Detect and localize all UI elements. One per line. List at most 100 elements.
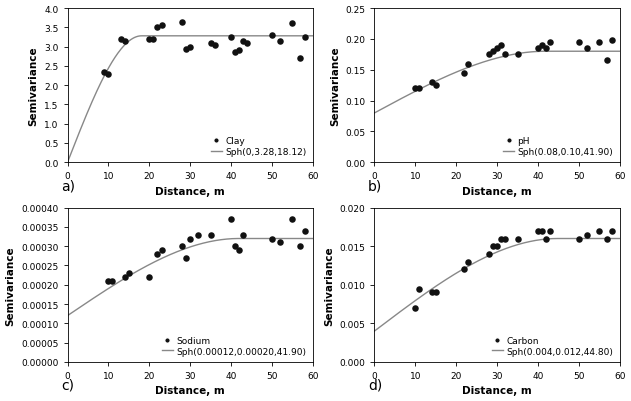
Point (206, 232, 216, 238)
Point (533, 46, 543, 52)
Y-axis label: Semivariance: Semivariance (324, 245, 334, 325)
Y-axis label: Semivariance: Semivariance (6, 245, 16, 325)
Point (545, 228, 555, 235)
Point (496, 236, 506, 242)
Point (107, 278, 117, 284)
Point (275, 239, 285, 246)
Point (238, 232, 248, 238)
Point (410, 86, 420, 92)
Point (484, 52, 494, 59)
Point (230, 243, 240, 250)
Point (492, 243, 502, 250)
Point (484, 251, 494, 257)
Point (287, 217, 297, 223)
Legend: Carbon, Sph(0.004,0.012,44.80): Carbon, Sph(0.004,0.012,44.80) (490, 334, 615, 357)
Point (582, 46, 592, 52)
Point (488, 49, 498, 55)
Point (300, 228, 310, 235)
Point (152, 251, 162, 257)
Point (606, 228, 616, 235)
Point (267, 236, 277, 242)
Point (300, 34, 310, 41)
Point (226, 34, 236, 41)
Legend: Clay, Sph(0,3.28,18.12): Clay, Sph(0,3.28,18.12) (209, 135, 308, 158)
Text: a): a) (61, 179, 75, 193)
Point (103, 71, 114, 78)
X-axis label: Distance, m: Distance, m (463, 186, 532, 196)
Point (431, 290, 441, 296)
Point (541, 46, 551, 52)
Point (603, 236, 613, 242)
Point (103, 278, 114, 284)
X-axis label: Distance, m: Distance, m (155, 385, 225, 395)
Point (267, 33, 277, 39)
Point (594, 40, 604, 46)
Point (206, 41, 216, 47)
Point (185, 236, 195, 242)
Point (492, 46, 502, 52)
Y-axis label: Semivariance: Semivariance (330, 46, 339, 126)
Point (541, 236, 551, 242)
Point (99, 69, 109, 76)
Point (120, 274, 130, 281)
Point (500, 52, 510, 59)
Point (537, 43, 547, 49)
Point (431, 83, 441, 89)
Point (124, 270, 134, 277)
Point (415, 286, 425, 292)
Point (574, 40, 584, 46)
Point (415, 86, 425, 92)
Point (594, 228, 604, 235)
Legend: pH, Sph(0.08,0.10,41.90): pH, Sph(0.08,0.10,41.90) (502, 135, 615, 158)
Point (148, 36, 158, 43)
Point (427, 290, 437, 296)
Point (181, 255, 191, 261)
Point (156, 247, 167, 254)
Point (185, 44, 195, 51)
Point (537, 228, 547, 235)
Point (545, 40, 555, 46)
Y-axis label: Semivariance: Semivariance (28, 46, 38, 126)
Point (177, 19, 187, 26)
Point (496, 43, 506, 49)
Point (144, 36, 155, 43)
Point (226, 217, 236, 223)
Point (463, 61, 473, 68)
Point (500, 236, 510, 242)
Point (181, 46, 191, 53)
Point (234, 247, 244, 254)
X-axis label: Distance, m: Distance, m (463, 385, 532, 395)
Point (427, 80, 437, 86)
X-axis label: Distance, m: Distance, m (155, 186, 225, 196)
Point (533, 228, 543, 235)
Point (177, 243, 187, 250)
Point (287, 21, 297, 28)
Point (230, 50, 240, 57)
Point (156, 23, 167, 30)
Text: c): c) (61, 378, 74, 392)
Point (606, 38, 616, 44)
Point (234, 48, 244, 55)
Point (574, 236, 584, 242)
Point (193, 232, 203, 238)
Point (512, 236, 522, 242)
Text: b): b) (368, 179, 382, 193)
Point (152, 25, 162, 31)
Point (295, 243, 305, 250)
Point (512, 52, 522, 59)
Point (144, 274, 155, 281)
Point (488, 243, 498, 250)
Point (410, 305, 420, 311)
Point (275, 38, 285, 45)
Point (582, 232, 592, 238)
Point (209, 43, 220, 49)
Text: d): d) (368, 378, 382, 392)
Point (603, 58, 613, 65)
Point (295, 56, 305, 62)
Point (120, 38, 130, 45)
Point (459, 266, 469, 273)
Point (463, 259, 473, 265)
Point (238, 38, 248, 45)
Legend: Sodium, Sph(0.00012,0.00020,41.90): Sodium, Sph(0.00012,0.00020,41.90) (160, 334, 308, 357)
Point (242, 41, 252, 47)
